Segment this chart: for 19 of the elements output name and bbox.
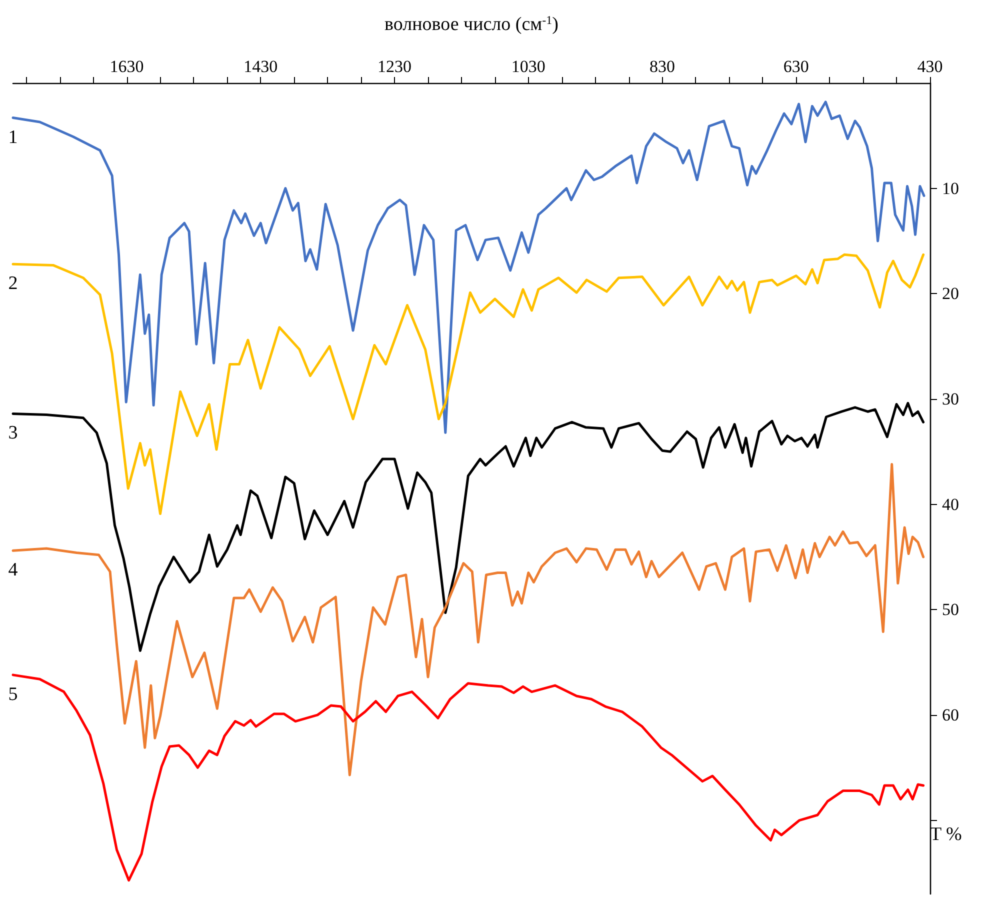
series-label: 5 — [8, 684, 18, 705]
y-tick-label: 60 — [942, 705, 959, 724]
x-tick-label: 1630 — [110, 57, 144, 76]
y-tick-label: 20 — [942, 284, 959, 304]
y-tick-label: 30 — [942, 389, 959, 408]
series-label: 3 — [8, 422, 18, 444]
series-label: 4 — [8, 560, 18, 581]
series-label: 1 — [8, 126, 18, 148]
y-tick-label: 40 — [942, 494, 959, 514]
x-tick-label: 430 — [917, 57, 943, 76]
series-label: 2 — [8, 273, 18, 294]
x-tick-label: 830 — [650, 57, 676, 76]
x-tick-label: 630 — [783, 57, 809, 76]
x-tick-label: 1230 — [378, 57, 412, 76]
y-axis-title: T % — [930, 824, 962, 845]
y-tick-label: 50 — [942, 600, 959, 620]
x-tick-label: 1030 — [511, 57, 546, 76]
x-tick-label: 1430 — [244, 57, 278, 76]
y-tick-label: 10 — [942, 178, 959, 198]
